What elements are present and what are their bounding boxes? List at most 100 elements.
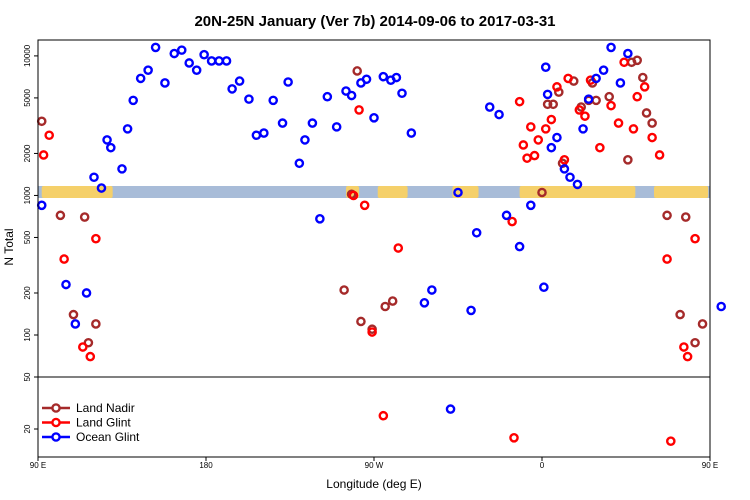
data-point-land-glint [507,216,517,227]
data-point-land-glint [91,233,101,244]
x-axis-ticks: 90 E 180 90 W 0 90 E [30,457,718,470]
land-band-india-asia [654,186,709,198]
land-band-asia [41,186,113,198]
data-point-land-glint [529,150,540,161]
data-point-land-nadir [91,319,101,329]
data-point-land-nadir [537,187,547,198]
data-point-ocean-glint [606,42,616,53]
data-point-land-glint [628,124,639,134]
data-point-ocean-glint [128,95,138,106]
data-point-land-glint [514,96,525,107]
data-point-land-glint [666,436,676,447]
x-tick-label: 90 W [365,461,384,470]
data-point-ocean-glint [565,172,575,183]
data-point-land-glint [540,124,551,134]
data-point-land-glint [393,243,404,253]
data-point-land-nadir [662,210,672,221]
data-point-land-glint [59,254,69,264]
data-point-land-nadir [542,99,553,110]
data-point-land-nadir [623,155,633,165]
data-point-land-glint [679,342,689,352]
data-point-ocean-glint [331,122,342,132]
data-point-land-glint [662,254,672,264]
data-point-ocean-glint [623,48,633,59]
legend-label: Land Nadir [76,401,135,415]
data-point-ocean-glint [283,77,293,87]
data-point-ocean-glint [615,78,626,88]
y-axis-ticks: 10000 5000 2000 1000 500 200 100 50 20 [23,44,38,433]
x-tick-label: 90 E [702,461,718,470]
x-axis-label: Longitude (deg E) [326,477,421,491]
data-point-land-glint [359,200,370,211]
data-point-ocean-glint [578,124,588,134]
data-point-ocean-glint [539,282,549,293]
data-point-ocean-glint [122,124,133,134]
data-point-ocean-glint [143,65,153,75]
data-point-ocean-glint [514,241,525,252]
data-point-ocean-glint [494,109,504,120]
data-point-ocean-glint [102,135,112,145]
data-point-land-glint [546,114,557,125]
data-point-ocean-glint [244,94,254,104]
data-point-ocean-glint [277,118,288,128]
y-tick-label: 5000 [23,88,32,106]
plot-frame-lower [37,376,711,458]
data-point-ocean-glint [546,142,557,153]
data-point-ocean-glint [294,158,305,169]
data-point-land-glint [367,327,377,337]
y-tick-label: 2000 [23,144,32,162]
data-point-ocean-glint [135,73,146,84]
data-point-land-nadir [380,301,391,312]
world-map-band [38,186,710,198]
data-point-land-nadir [675,309,685,320]
data-point-ocean-glint [234,76,245,86]
land-band-gulf-coast [377,186,408,198]
data-point-ocean-glint [206,56,217,66]
data-point-ocean-glint [176,45,187,55]
chart-title: 20N-25N January (Ver 7b) 2014-09-06 to 2… [194,13,555,30]
data-point-land-glint [647,132,657,143]
data-point-ocean-glint [106,142,116,153]
data-point-land-glint [574,105,585,115]
data-point-land-nadir [690,337,700,348]
data-point-ocean-glint [598,65,609,75]
legend-marker [51,417,61,428]
data-point-ocean-glint [227,84,237,94]
data-point-ocean-glint [572,179,583,190]
data-point-ocean-glint [484,102,495,112]
data-point-land-nadir [356,316,366,327]
data-point-land-glint [348,190,359,201]
data-point-land-nadir [641,108,652,118]
data-point-ocean-glint [199,49,209,60]
data-point-land-glint [354,105,364,115]
data-point-land-glint [522,153,532,163]
data-point-land-glint [526,122,536,132]
data-point-land-nadir [697,319,708,329]
data-point-land-glint [682,351,693,362]
data-point-ocean-glint [36,200,47,211]
y-tick-label: 10000 [23,44,32,67]
data-point-ocean-glint [471,227,482,238]
data-point-land-nadir [591,95,601,106]
data-point-ocean-glint [214,56,224,66]
x-tick-label: 0 [540,461,545,470]
data-point-land-glint [518,140,529,150]
data-point-land-glint [44,130,55,141]
data-point-ocean-glint [716,301,727,312]
data-point-land-glint [606,100,616,111]
data-point-land-glint [595,142,605,153]
data-point-land-glint [378,410,389,421]
data-point-ocean-glint [542,89,553,100]
data-point-ocean-glint [341,86,351,96]
data-point-land-nadir [79,212,90,222]
data-point-ocean-glint [445,404,456,414]
data-point-ocean-glint [419,298,430,308]
data-point-ocean-glint [81,288,92,298]
data-point-land-glint [38,150,49,160]
data-point-ocean-glint [160,78,170,88]
data-point-ocean-glint [453,187,463,198]
data-point-land-nadir [638,72,648,83]
data-point-land-glint [613,118,624,128]
data-point-land-nadir [680,212,691,222]
data-point-ocean-glint [369,113,379,123]
